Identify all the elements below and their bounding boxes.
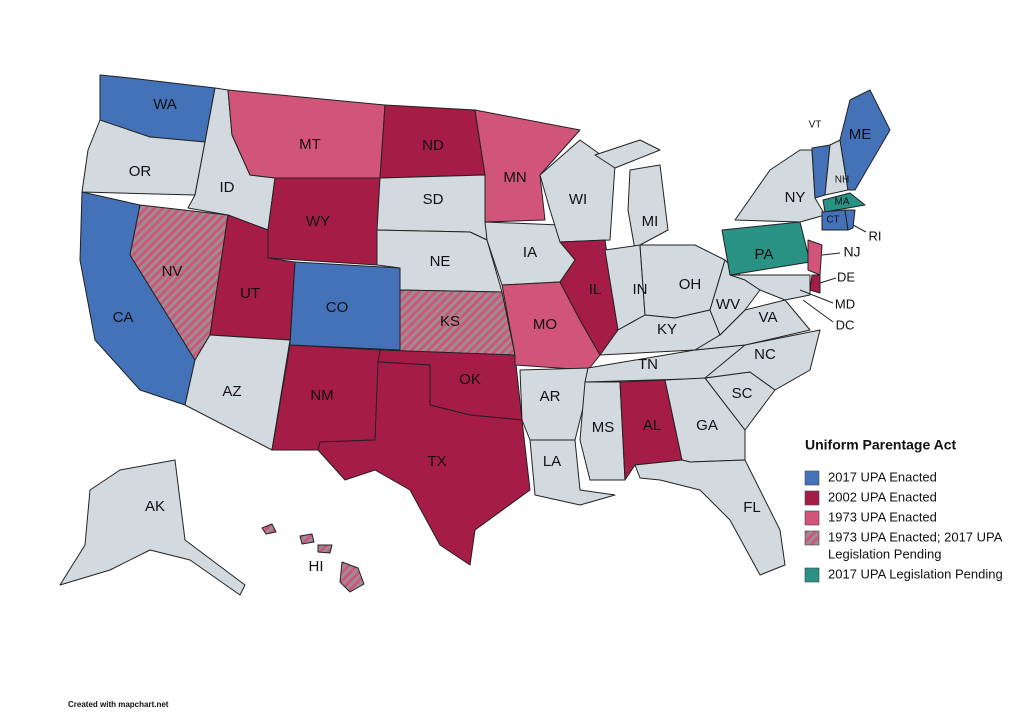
state-shape bbox=[844, 209, 856, 231]
leader-line bbox=[819, 277, 837, 284]
state-label: MI bbox=[642, 213, 659, 230]
state-label: DC bbox=[836, 317, 855, 332]
state-shape bbox=[729, 274, 811, 301]
state-label: PA bbox=[755, 246, 774, 263]
legend-label: 2017 UPA Enacted bbox=[828, 469, 937, 484]
state-label: WY bbox=[306, 213, 330, 230]
state-shape bbox=[299, 533, 315, 545]
state-shape bbox=[267, 177, 381, 266]
state-label: NH bbox=[835, 175, 849, 186]
state-label: NJ bbox=[843, 244, 860, 260]
state-label: TX bbox=[427, 453, 446, 470]
state-shape bbox=[809, 274, 821, 294]
state-shape bbox=[594, 139, 661, 169]
state-label: MT bbox=[299, 136, 321, 153]
state-label: MS bbox=[592, 419, 615, 436]
leader-line bbox=[852, 224, 867, 233]
state-label: KS bbox=[440, 313, 460, 330]
legend-title: Uniform Parentage Act bbox=[805, 437, 957, 453]
state-label: FL bbox=[743, 499, 761, 516]
state-label: IA bbox=[523, 244, 537, 261]
state-label: GA bbox=[696, 417, 718, 434]
state-shape bbox=[339, 561, 365, 593]
states bbox=[59, 74, 891, 596]
state-label: ME bbox=[849, 126, 872, 143]
state-label: MD bbox=[835, 296, 855, 311]
state-label: MA bbox=[835, 197, 850, 208]
state-shape bbox=[839, 89, 891, 191]
state-shape bbox=[184, 334, 291, 451]
state-label: CA bbox=[113, 309, 134, 326]
state-shape bbox=[529, 439, 616, 506]
state-label: HI bbox=[309, 558, 324, 575]
footer: Created with mapchart.net bbox=[68, 700, 169, 709]
leader-line bbox=[821, 252, 841, 256]
state-label: SD bbox=[423, 191, 444, 208]
legend-label: 2017 UPA Legislation Pending bbox=[828, 566, 1003, 581]
state-shape bbox=[627, 164, 669, 251]
state-label: CO bbox=[326, 299, 349, 316]
state-shape bbox=[539, 139, 616, 243]
legend-swatch bbox=[804, 470, 820, 486]
legend-swatch bbox=[804, 490, 820, 506]
state-label: VA bbox=[759, 309, 778, 326]
state-label: WA bbox=[153, 96, 177, 113]
legend-label: 1973 UPA Enacted; 2017 UPA bbox=[828, 529, 1003, 544]
legend-label: 2002 UPA Enacted bbox=[828, 489, 937, 504]
state-labels: WA OR CA NV ID MT WY UT CO AZ NM ND SD NE KS OK TX MN IA MO… bbox=[113, 96, 882, 575]
leader-line bbox=[799, 289, 834, 304]
legend-label: Legislation Pending bbox=[828, 546, 941, 561]
state-label: IL bbox=[589, 281, 602, 298]
state-label: ID bbox=[220, 179, 235, 196]
state-label: ND bbox=[422, 137, 444, 154]
state-label: TN bbox=[638, 356, 658, 373]
leader-line bbox=[802, 299, 834, 323]
state-label: CT bbox=[826, 215, 839, 226]
state-label: MN bbox=[503, 169, 526, 186]
state-label: WI bbox=[569, 191, 587, 208]
state-label: OH bbox=[679, 276, 702, 293]
state-label: WV bbox=[716, 296, 740, 313]
state-label: KY bbox=[657, 321, 677, 338]
state-label: RI bbox=[869, 228, 882, 243]
state-label: NE bbox=[430, 253, 451, 270]
state-label: NV bbox=[162, 263, 183, 280]
state-shape bbox=[261, 523, 277, 535]
state-label: AK bbox=[145, 498, 165, 515]
state-label: OR bbox=[129, 163, 152, 180]
state-label: UT bbox=[240, 285, 260, 302]
state-label: VT bbox=[809, 120, 822, 131]
state-label: NY bbox=[785, 189, 806, 206]
legend-swatch bbox=[804, 530, 820, 546]
state-label: AZ bbox=[222, 383, 241, 400]
state-shape bbox=[59, 459, 246, 596]
state-shape bbox=[474, 109, 581, 223]
state-label: AL bbox=[643, 417, 661, 434]
state-shape bbox=[227, 89, 386, 179]
legend-swatch bbox=[804, 510, 820, 526]
state-label: IN bbox=[633, 281, 648, 298]
state-shape bbox=[317, 361, 531, 566]
legend-label: 1973 UPA Enacted bbox=[828, 509, 937, 524]
state-shape bbox=[807, 239, 823, 276]
state-shape bbox=[634, 459, 786, 576]
state-label: NC bbox=[754, 346, 776, 363]
legend: 2017 UPA Enacted 2002 UPA Enacted 1973 UPA… bbox=[804, 469, 1003, 583]
state-shape bbox=[579, 381, 626, 481]
state-label: MO bbox=[533, 316, 557, 333]
legend-swatch bbox=[804, 567, 820, 583]
state-label: DE bbox=[837, 269, 855, 284]
state-label: OK bbox=[459, 371, 481, 388]
state-label: NM bbox=[310, 387, 333, 404]
state-shape bbox=[822, 192, 866, 213]
state-label: SC bbox=[732, 385, 753, 402]
state-shape bbox=[317, 544, 333, 554]
state-label: LA bbox=[543, 453, 561, 470]
state-shape bbox=[734, 149, 826, 223]
state-label: AR bbox=[540, 388, 561, 405]
